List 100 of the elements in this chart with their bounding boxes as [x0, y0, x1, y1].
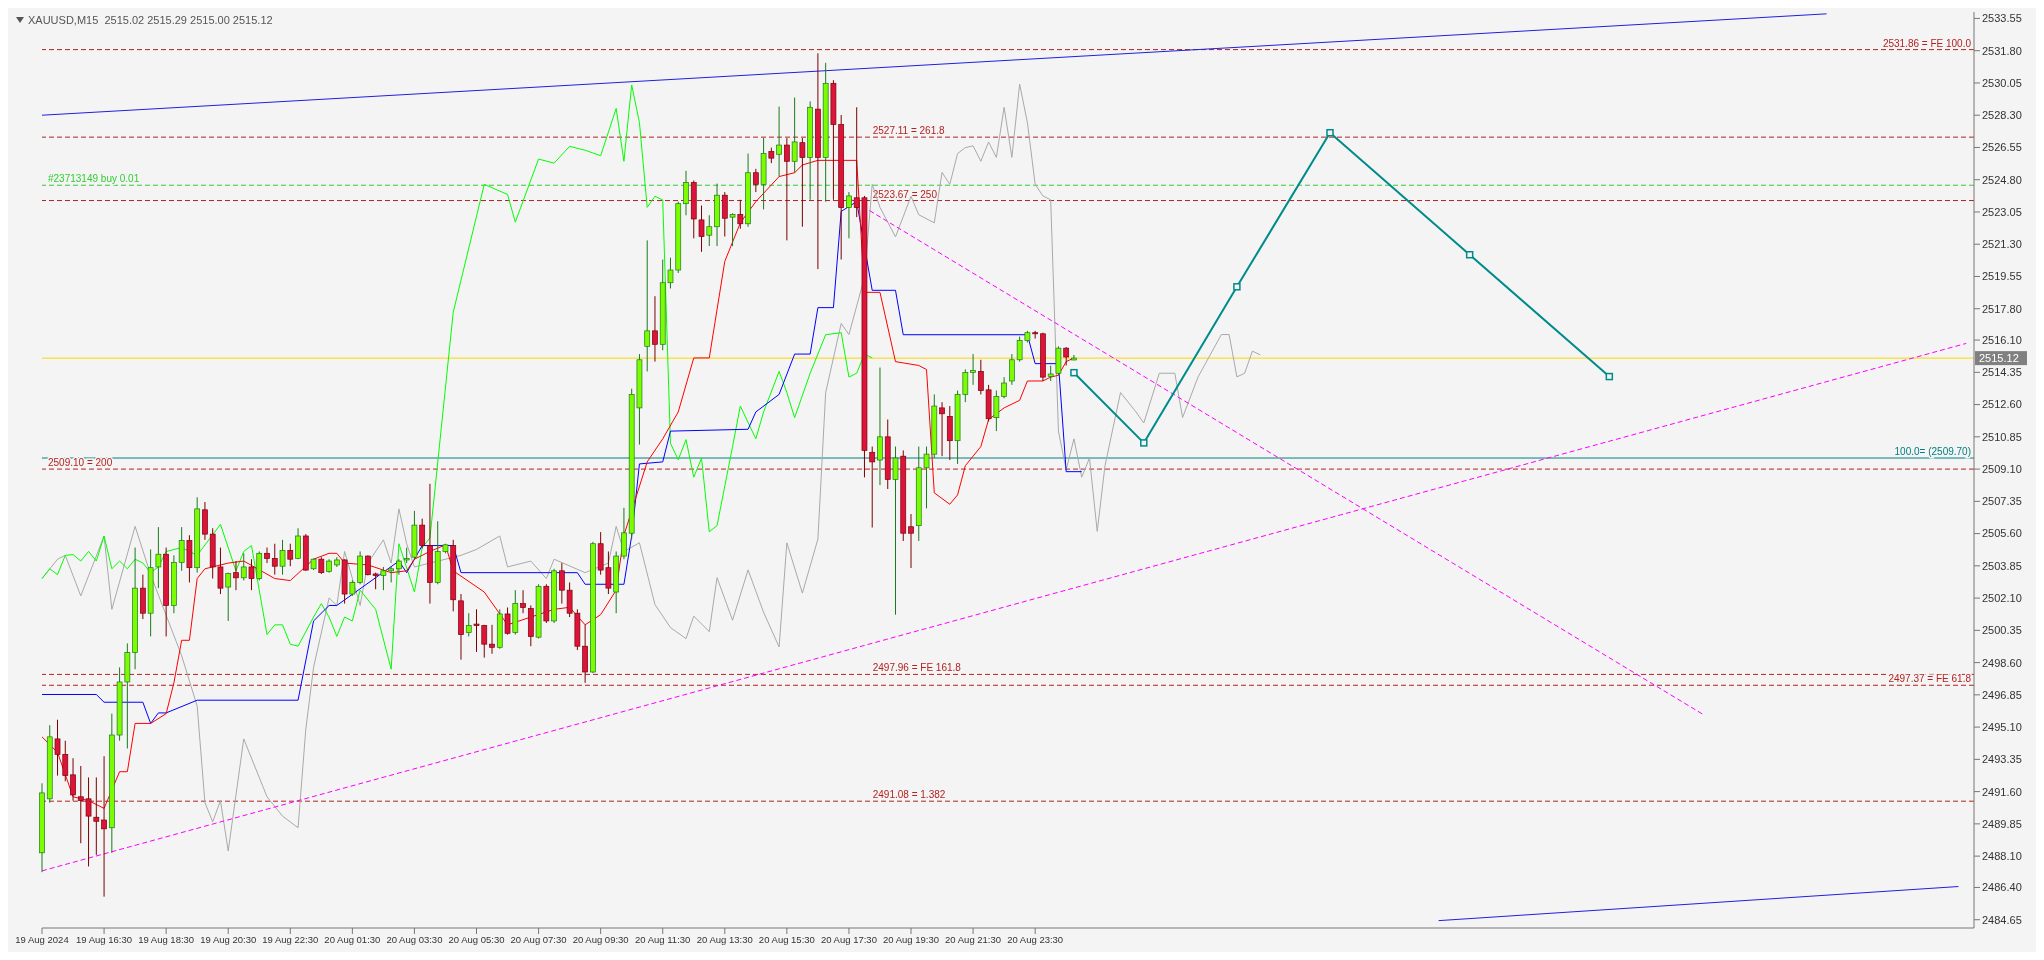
y-tick-label: 2488.10 — [1982, 850, 2022, 863]
x-tick-label: 20 Aug 05:30 — [448, 933, 505, 945]
y-tick-label: 2526.55 — [1982, 141, 2022, 154]
y-tick-label: 2510.85 — [1982, 430, 2022, 443]
candlestick — [225, 572, 232, 622]
y-tick-label: 2484.65 — [1982, 913, 2022, 926]
x-tick-label: 19 Aug 20:30 — [200, 933, 257, 945]
x-tick-label: 20 Aug 01:30 — [324, 933, 381, 945]
ref-line-label: 2491.08 = 1.382 — [872, 789, 946, 801]
point — [1326, 128, 1334, 137]
y-tick-label: 2500.35 — [1982, 624, 2022, 637]
candlestick — [652, 295, 658, 363]
candlestick — [295, 527, 301, 560]
x-tick-label: 20 Aug 19:30 — [883, 933, 940, 945]
y-tick-label: 2530.05 — [1982, 76, 2022, 89]
candlestick — [178, 526, 185, 572]
y-tick-label: 2524.80 — [1982, 173, 2022, 186]
candlestick — [706, 214, 713, 247]
candlestick — [279, 539, 286, 576]
point — [1605, 372, 1614, 381]
candlestick — [93, 776, 100, 856]
candlestick — [1063, 346, 1070, 366]
candlestick — [939, 401, 945, 457]
x-tick-label: 20 Aug 09:30 — [572, 933, 629, 945]
y-tick-label: 2486.40 — [1982, 881, 2022, 894]
candlestick — [248, 558, 255, 591]
ref-line-label: 2497.96 = FE 161.8 — [872, 662, 962, 674]
ref-line-label: 2497.37 = FE 61.8 — [1888, 673, 1972, 685]
candlestick — [799, 137, 806, 228]
y-tick-label: 2502.10 — [1982, 592, 2022, 604]
x-tick-label: 19 Aug 22:30 — [262, 933, 319, 945]
candlestick — [776, 106, 782, 178]
candlestick — [752, 168, 759, 193]
ref-line-label: 100.0= (2509.70) — [1894, 446, 1971, 458]
y-tick-label: 2496.85 — [1982, 688, 2022, 701]
line-series — [41, 84, 873, 670]
x-tick-label: 20 Aug 13:30 — [696, 933, 753, 945]
ref-line-label: 2515.12 — [1979, 352, 2019, 365]
candlestick — [271, 543, 278, 576]
x-tick-label: 19 Aug 18:30 — [138, 933, 195, 945]
candlestick — [70, 757, 76, 802]
x-tick-label: 20 Aug 03:30 — [386, 933, 443, 945]
y-tick-label: 2509.10 — [1982, 462, 2022, 475]
y-tick-label: 2531.80 — [1982, 44, 2022, 57]
x-tick-label: 20 Aug 23:30 — [1007, 933, 1064, 945]
x-tick-label: 20 Aug 15:30 — [758, 933, 815, 945]
candlestick — [504, 606, 511, 636]
y-tick-label: 2514.35 — [1982, 366, 2022, 379]
candlestick — [264, 547, 270, 564]
y-tick-label: 2505.60 — [1982, 527, 2022, 540]
candlestick — [683, 170, 689, 216]
candlestick — [520, 589, 526, 614]
y-tick-label: 2517.80 — [1982, 302, 2022, 315]
point — [1465, 250, 1474, 259]
y-tick-label: 2503.85 — [1982, 559, 2022, 572]
y-tick-label: 2528.30 — [1982, 109, 2022, 122]
x-tick-label: 20 Aug 17:30 — [820, 933, 877, 945]
ref-line-label: 2531.86 = FE 100.0 — [1882, 37, 1972, 49]
candlestick — [101, 755, 107, 898]
y-tick-label: 2495.10 — [1982, 721, 2022, 734]
y-tick-label: 2516.10 — [1982, 333, 2022, 346]
candlestick — [489, 624, 495, 655]
point — [1233, 283, 1241, 291]
x-tick-label: 19 Aug 16:30 — [76, 933, 133, 945]
point — [1070, 368, 1078, 377]
y-tick-label: 2512.60 — [1982, 398, 2022, 411]
candlestick — [419, 518, 426, 549]
candlestick — [970, 353, 976, 386]
y-tick-label: 2521.30 — [1982, 238, 2022, 251]
candlestick — [287, 543, 294, 567]
x-tick-label: 20 Aug 07:30 — [510, 933, 567, 945]
candlestick — [729, 212, 736, 247]
candlestick — [908, 513, 914, 569]
candlestick — [784, 137, 790, 241]
candlestick — [721, 191, 728, 237]
y-tick-label: 2489.85 — [1982, 817, 2022, 830]
candlestick — [846, 191, 852, 239]
x-tick-label: 20 Aug 21:30 — [945, 933, 1002, 945]
candlestick — [737, 199, 744, 230]
candlestick — [791, 97, 798, 174]
y-tick-label: 2533.55 — [1982, 12, 2022, 25]
candlestick — [892, 446, 899, 616]
chart-title: XAUUSD,M15 2515.02 2515.29 2515.00 2515.12 — [28, 14, 273, 26]
candlestick — [644, 239, 651, 372]
candlestick — [877, 367, 883, 486]
ref-line-label: 2523.67 = 250 — [872, 188, 938, 200]
y-tick-label: 2498.60 — [1982, 656, 2022, 669]
y-tick-label: 2519.55 — [1982, 270, 2022, 283]
x-tick-label: 19 Aug 2024 — [15, 933, 69, 945]
ref-line-label: 2509.10 = 200 — [48, 457, 113, 469]
ref-line-label: 2527.11 = 261.8 — [872, 125, 946, 137]
candlestick — [465, 612, 472, 637]
candlestick — [396, 558, 402, 576]
y-tick-label: 2507.35 — [1982, 495, 2022, 508]
candlestick — [233, 560, 239, 591]
y-tick-label: 2491.60 — [1982, 785, 2022, 798]
point — [1140, 439, 1148, 447]
ref-line-label: #23713149 buy 0.01 — [48, 173, 140, 185]
candlestick — [621, 507, 627, 560]
y-tick-label: 2523.05 — [1982, 205, 2022, 218]
